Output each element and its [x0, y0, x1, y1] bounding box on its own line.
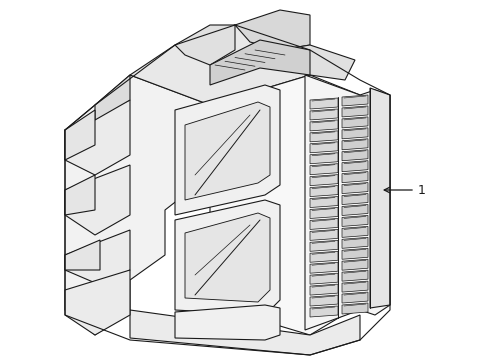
Polygon shape: [342, 150, 368, 161]
Polygon shape: [65, 110, 95, 160]
Polygon shape: [310, 153, 338, 164]
Polygon shape: [342, 128, 368, 139]
Polygon shape: [65, 165, 130, 235]
Polygon shape: [310, 284, 338, 295]
Polygon shape: [310, 207, 338, 219]
Polygon shape: [342, 292, 368, 303]
Polygon shape: [310, 197, 338, 207]
Polygon shape: [310, 273, 338, 284]
Polygon shape: [342, 270, 368, 281]
Polygon shape: [310, 98, 338, 109]
Polygon shape: [175, 200, 280, 315]
Polygon shape: [185, 102, 270, 200]
Polygon shape: [342, 215, 368, 226]
Polygon shape: [342, 194, 368, 204]
Polygon shape: [342, 248, 368, 259]
Polygon shape: [310, 164, 338, 175]
Polygon shape: [310, 175, 338, 186]
Polygon shape: [342, 117, 368, 128]
Polygon shape: [342, 172, 368, 183]
Polygon shape: [65, 230, 130, 285]
Polygon shape: [210, 40, 310, 85]
Polygon shape: [342, 204, 368, 216]
Polygon shape: [310, 142, 338, 153]
Polygon shape: [175, 305, 280, 340]
Polygon shape: [310, 251, 338, 262]
Polygon shape: [310, 185, 338, 197]
Polygon shape: [280, 45, 355, 80]
Polygon shape: [342, 281, 368, 292]
Polygon shape: [370, 88, 390, 308]
Polygon shape: [65, 175, 95, 215]
Polygon shape: [95, 75, 130, 120]
Polygon shape: [342, 95, 368, 106]
Polygon shape: [342, 237, 368, 248]
Polygon shape: [310, 131, 338, 142]
Polygon shape: [310, 109, 338, 120]
Polygon shape: [310, 219, 338, 229]
Polygon shape: [310, 229, 338, 240]
Polygon shape: [210, 75, 360, 335]
Polygon shape: [65, 100, 130, 175]
Polygon shape: [342, 106, 368, 117]
Polygon shape: [185, 213, 270, 302]
Polygon shape: [65, 270, 130, 335]
Polygon shape: [130, 310, 360, 355]
Polygon shape: [130, 25, 310, 105]
Polygon shape: [342, 161, 368, 172]
Polygon shape: [310, 120, 338, 131]
Polygon shape: [305, 75, 390, 330]
Polygon shape: [65, 240, 100, 270]
Polygon shape: [342, 303, 368, 314]
Polygon shape: [342, 139, 368, 150]
Polygon shape: [310, 306, 338, 317]
Polygon shape: [310, 295, 338, 306]
Text: 1: 1: [418, 184, 426, 197]
Polygon shape: [342, 183, 368, 194]
Polygon shape: [310, 262, 338, 273]
Polygon shape: [310, 240, 338, 251]
Polygon shape: [342, 226, 368, 237]
Polygon shape: [235, 10, 310, 50]
Polygon shape: [65, 75, 210, 335]
Polygon shape: [175, 25, 235, 65]
Polygon shape: [175, 85, 280, 215]
Polygon shape: [342, 259, 368, 270]
